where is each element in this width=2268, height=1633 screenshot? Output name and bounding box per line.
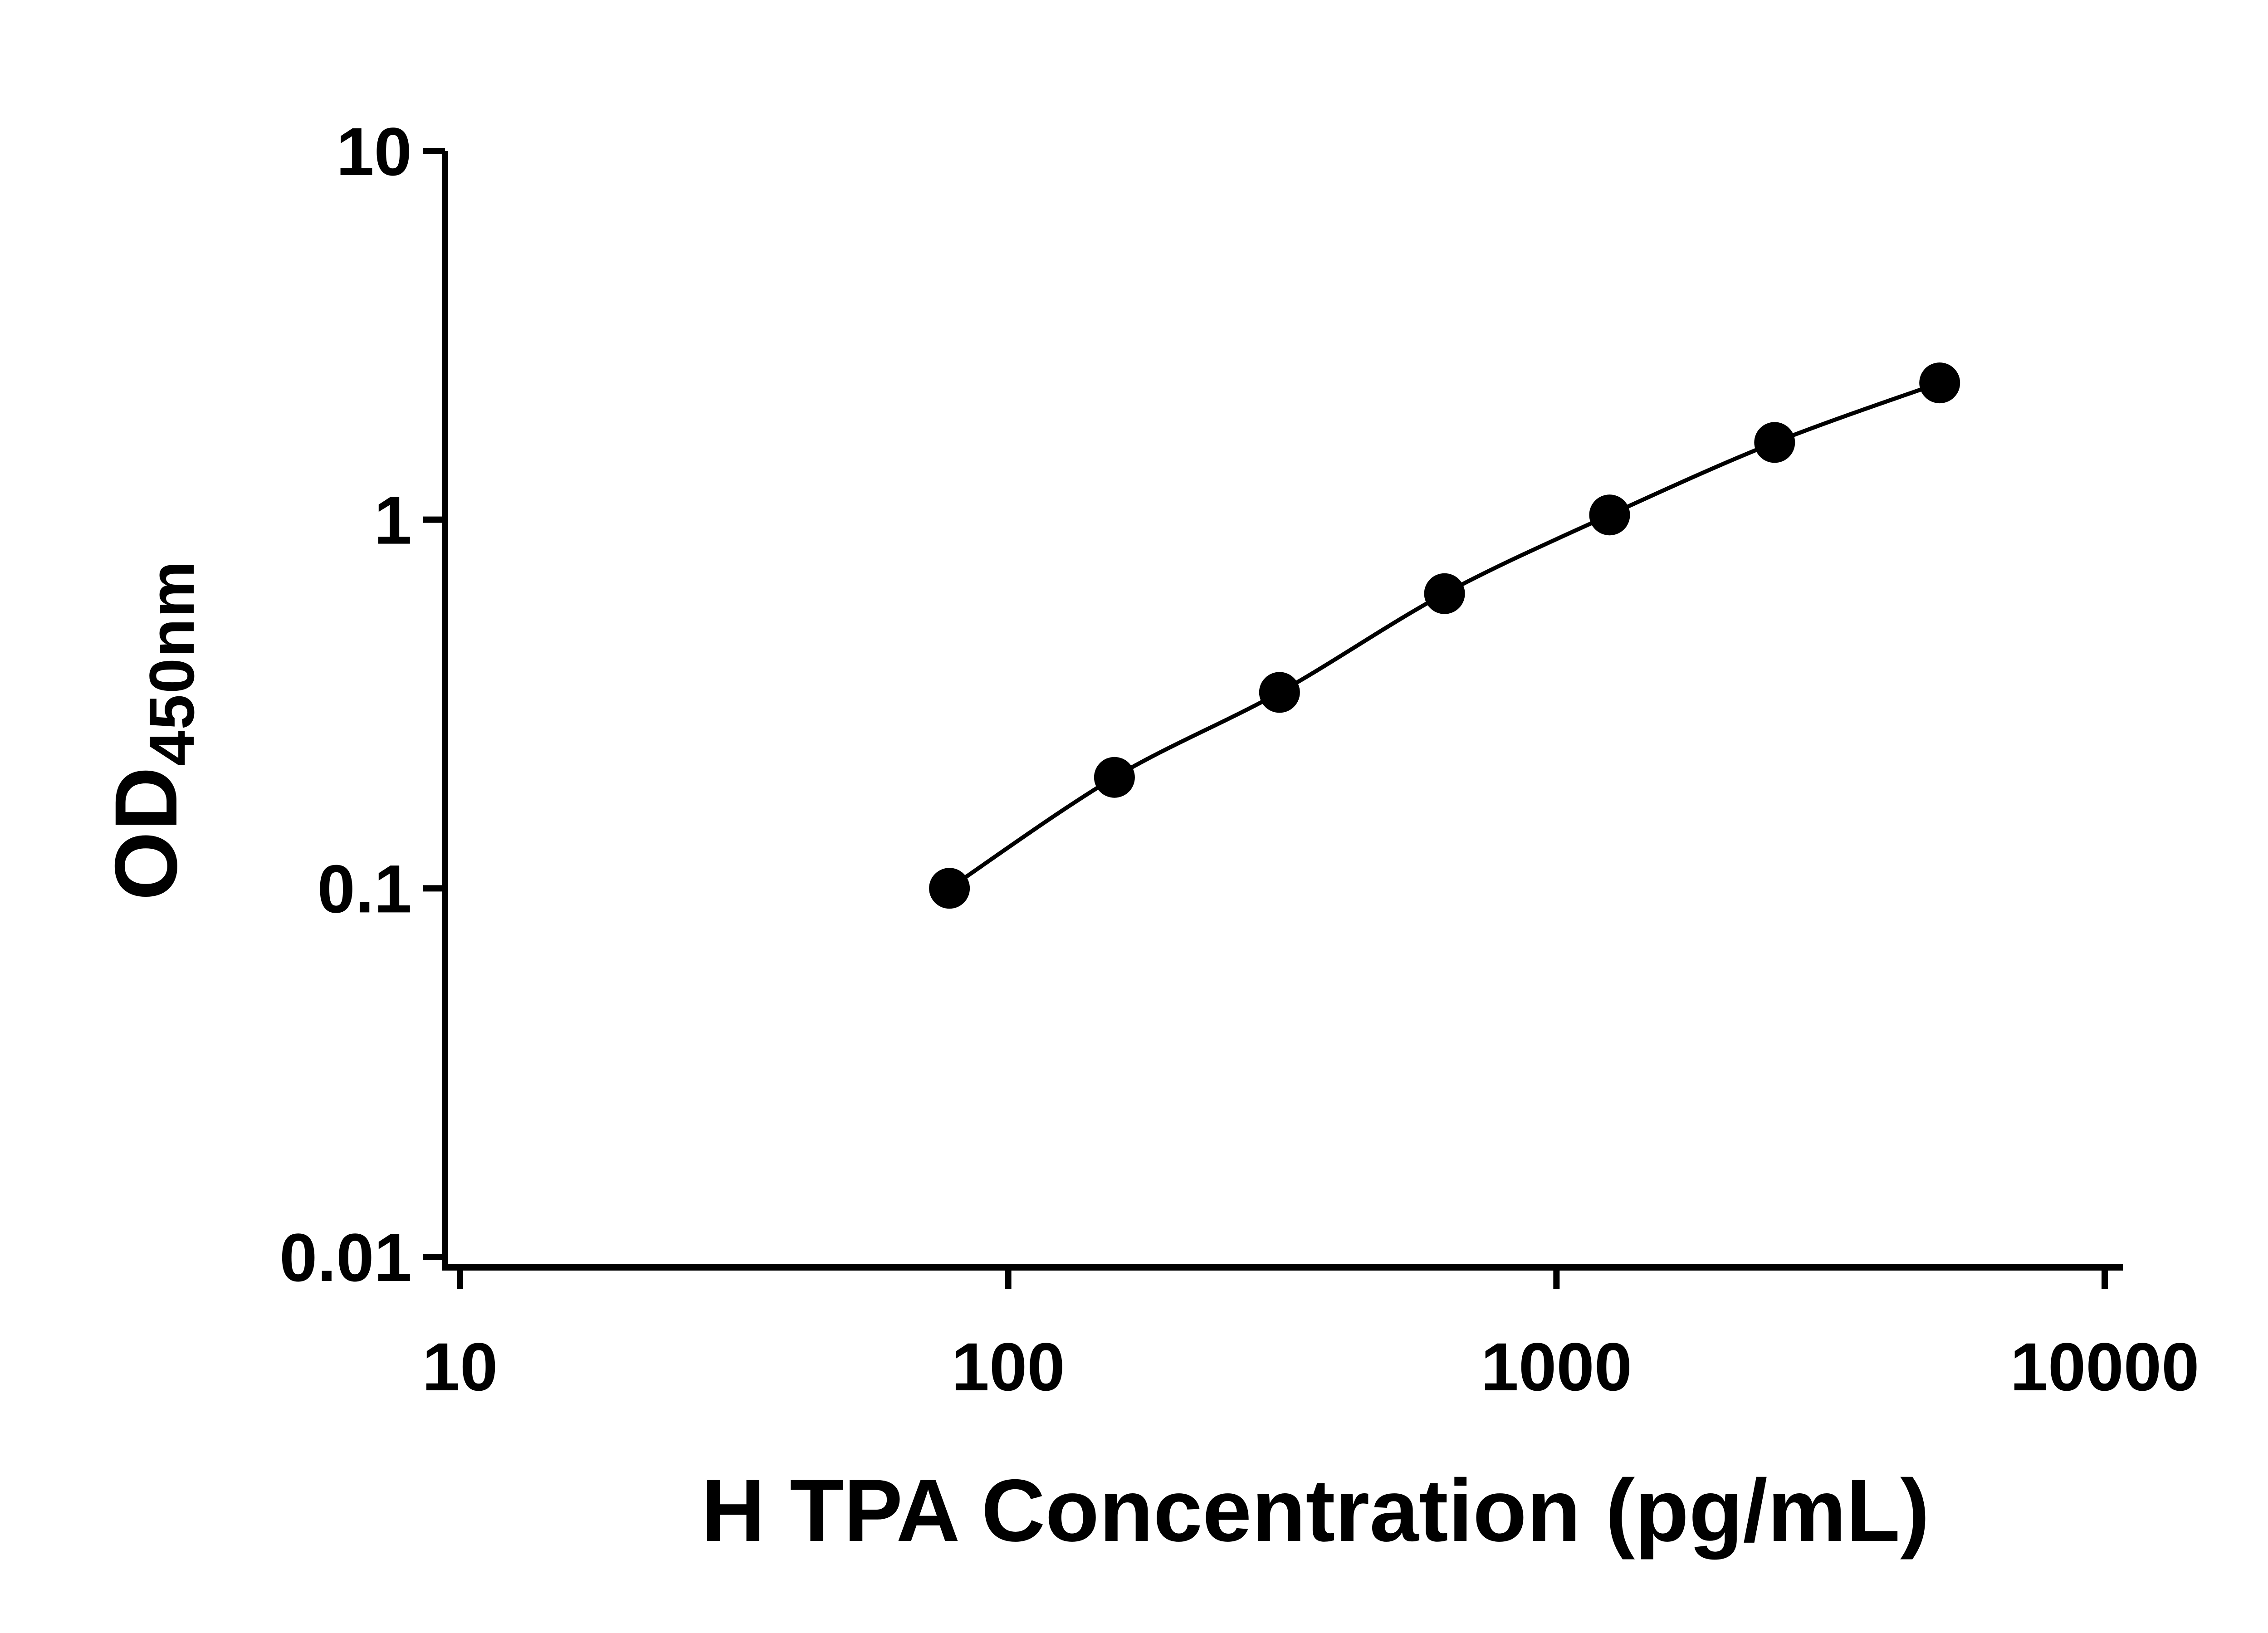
y-axis-title-subscript: 450nm <box>136 560 207 766</box>
data-point <box>1754 422 1795 463</box>
data-point <box>1589 494 1630 536</box>
y-axis-title: OD450nm <box>95 560 209 900</box>
y-axis-title-text: OD <box>97 766 196 901</box>
y-tick-label: 1 <box>374 482 412 558</box>
x-tick-label: 100 <box>952 1329 1065 1405</box>
y-tick-label: 10 <box>336 113 412 190</box>
data-point <box>1094 757 1135 798</box>
data-point <box>1424 573 1465 614</box>
y-tick-label: 0.01 <box>279 1219 412 1296</box>
data-point <box>1259 672 1300 713</box>
x-axis-title: H TPA Concentration (pg/mL) <box>701 1461 1930 1560</box>
x-tick-label: 1000 <box>1481 1329 1632 1405</box>
x-tick-label: 10 <box>422 1329 498 1405</box>
data-point <box>1919 362 1960 404</box>
y-tick-label: 0.1 <box>317 851 412 927</box>
curve-line <box>948 381 1941 890</box>
data-point <box>929 868 970 909</box>
x-tick-label: 10000 <box>2010 1329 2199 1405</box>
